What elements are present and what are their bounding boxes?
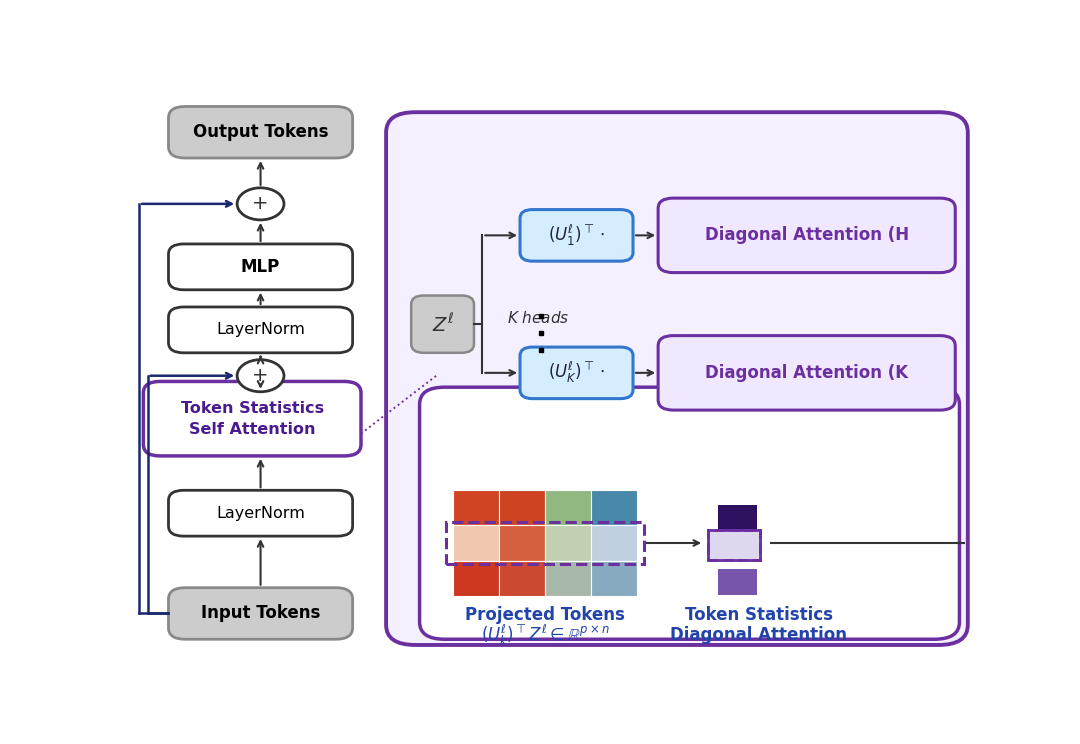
FancyBboxPatch shape <box>168 490 352 536</box>
Text: Token Statistics
Self Attention: Token Statistics Self Attention <box>180 401 324 437</box>
FancyBboxPatch shape <box>144 382 361 456</box>
Bar <box>454 525 499 561</box>
Text: MLP: MLP <box>241 258 280 276</box>
FancyBboxPatch shape <box>521 210 633 261</box>
Bar <box>718 504 757 534</box>
Text: +: + <box>253 194 269 214</box>
FancyBboxPatch shape <box>411 295 474 353</box>
Circle shape <box>238 359 284 392</box>
Bar <box>499 561 545 596</box>
Text: Input Tokens: Input Tokens <box>201 604 321 623</box>
Text: Projected Tokens: Projected Tokens <box>465 606 625 623</box>
Text: $K$ heads: $K$ heads <box>508 310 570 327</box>
Text: Output Tokens: Output Tokens <box>193 124 328 141</box>
Text: Token Statistics: Token Statistics <box>685 606 833 623</box>
Bar <box>499 525 545 561</box>
Bar <box>591 490 637 525</box>
FancyBboxPatch shape <box>387 112 968 645</box>
Bar <box>454 561 499 596</box>
Text: $(U_K^{\ell})^{\top}\cdot$: $(U_K^{\ell})^{\top}\cdot$ <box>548 360 605 385</box>
FancyBboxPatch shape <box>521 347 633 399</box>
Bar <box>446 522 644 564</box>
Bar <box>545 490 591 525</box>
FancyBboxPatch shape <box>420 387 959 639</box>
Bar <box>718 568 757 595</box>
Bar <box>454 490 499 525</box>
FancyBboxPatch shape <box>658 198 956 272</box>
Text: LayerNorm: LayerNorm <box>216 322 305 337</box>
Bar <box>708 530 760 560</box>
Bar <box>591 561 637 596</box>
Bar <box>545 561 591 596</box>
Text: $Z^{\ell}$: $Z^{\ell}$ <box>432 312 454 336</box>
FancyBboxPatch shape <box>658 336 956 410</box>
Text: $(U_1^{\ell})^{\top}\cdot$: $(U_1^{\ell})^{\top}\cdot$ <box>548 222 605 248</box>
Text: Diagonal Attention (K: Diagonal Attention (K <box>705 364 908 382</box>
FancyBboxPatch shape <box>168 106 352 158</box>
Bar <box>499 490 545 525</box>
Text: LayerNorm: LayerNorm <box>216 506 305 521</box>
Text: $(U_k^{\ell})^{\top} Z^{\ell} \in \mathbb{R}^{p \times n}$: $(U_k^{\ell})^{\top} Z^{\ell} \in \mathb… <box>481 623 610 648</box>
Bar <box>708 530 760 560</box>
FancyBboxPatch shape <box>168 244 352 289</box>
Bar <box>591 525 637 561</box>
Bar <box>545 525 591 561</box>
Circle shape <box>238 187 284 220</box>
FancyBboxPatch shape <box>168 588 352 639</box>
FancyBboxPatch shape <box>168 307 352 353</box>
Text: Diagonal Attention (H: Diagonal Attention (H <box>704 226 908 244</box>
Text: +: + <box>253 366 269 385</box>
Text: Diagonal Attention: Diagonal Attention <box>670 626 847 644</box>
